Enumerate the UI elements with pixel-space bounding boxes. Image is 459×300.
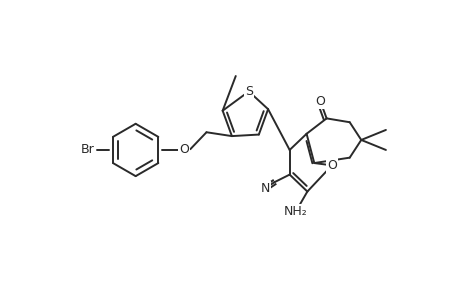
Text: NH₂: NH₂ (283, 205, 307, 218)
Text: O: O (179, 143, 189, 157)
Text: N: N (260, 182, 269, 195)
Text: S: S (244, 85, 252, 98)
Text: O: O (315, 95, 325, 108)
Text: O: O (326, 159, 336, 172)
Text: Br: Br (81, 143, 95, 157)
